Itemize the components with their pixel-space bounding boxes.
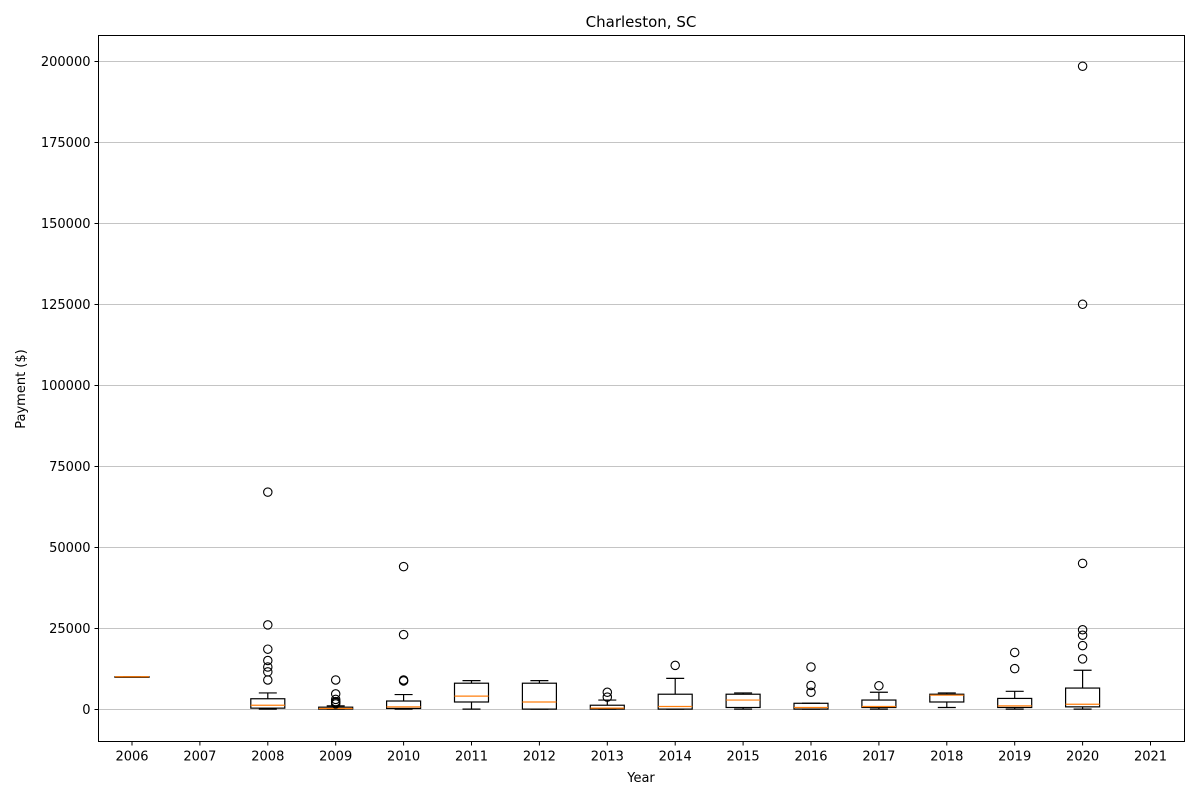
box-2018 [929, 692, 965, 709]
box-2009 [318, 675, 354, 710]
box-2013 [589, 687, 625, 710]
outlier-point [1077, 625, 1088, 635]
iqr-box [250, 698, 286, 709]
outlier-point [263, 655, 273, 666]
x-tick-label: 2007 [183, 750, 216, 765]
outlier-point [330, 699, 341, 709]
outlier-point [263, 644, 273, 654]
x-tick-label: 2009 [319, 750, 352, 765]
outlier-point [398, 561, 409, 572]
outlier-point [263, 487, 273, 497]
outlier-point [670, 660, 680, 671]
outlier-point [263, 675, 273, 685]
box-2016 [793, 662, 829, 710]
box-2010 [386, 561, 422, 710]
y-tick-label: 50000 [49, 541, 90, 556]
iqr-box [861, 699, 897, 709]
iqr-box [453, 682, 490, 703]
box-2019 [997, 647, 1033, 710]
box-2012 [521, 680, 558, 710]
outlier-point [1077, 61, 1088, 72]
outlier-point [806, 662, 816, 672]
y-tick-label: 200000 [41, 55, 91, 70]
iqr-box [997, 697, 1033, 709]
x-tick-label: 2020 [1066, 750, 1099, 765]
y-tick-label: 100000 [41, 379, 91, 394]
x-tick-label: 2015 [727, 750, 760, 765]
box-2020 [1064, 61, 1101, 710]
iqr-box [929, 693, 965, 703]
grid-lines [98, 61, 1185, 710]
box-2017 [861, 681, 897, 710]
x-tick-label: 2017 [862, 750, 895, 765]
outlier-point [398, 676, 409, 686]
x-tick-label: 2019 [998, 750, 1031, 765]
outlier-point [330, 675, 341, 685]
y-tick-label: 0 [82, 703, 90, 718]
iqr-box [589, 704, 625, 710]
y-tick-label: 75000 [49, 460, 90, 475]
x-tick-label: 2013 [591, 750, 624, 765]
outlier-point [1009, 663, 1020, 674]
box-2006 [114, 676, 150, 678]
outlier-point [330, 694, 341, 705]
x-tick-label: 2021 [1134, 750, 1167, 765]
outlier-point [398, 629, 409, 640]
outlier-point [1077, 630, 1088, 641]
iqr-box [521, 682, 558, 710]
outlier-point [1009, 647, 1020, 658]
chart-title: Charleston, SC [586, 13, 697, 31]
iqr-box [386, 700, 422, 710]
x-tick-label: 2012 [523, 750, 556, 765]
outlier-point [263, 662, 273, 672]
outlier-point [602, 687, 613, 698]
outlier-point [602, 692, 613, 702]
y-tick-label: 25000 [49, 622, 90, 637]
y-tick-label: 125000 [41, 298, 91, 313]
iqr-box [725, 693, 761, 709]
box-series [114, 61, 1101, 710]
y-axis-ticks: 0 25000 50000 75000 100000 125000 150000 175000… [41, 55, 99, 718]
outlier-point [806, 680, 816, 691]
box-2011 [453, 680, 490, 710]
box-2015 [725, 692, 761, 710]
outlier-point [1077, 654, 1088, 664]
box-2014 [657, 660, 693, 710]
x-axis-label: Year [626, 771, 655, 786]
x-axis-ticks: 2006 2007 2008 2009 2010 2011 2012 2013 2014 2015… [115, 741, 1167, 765]
iqr-box [793, 702, 829, 710]
outlier-point [874, 681, 884, 691]
iqr-box [657, 693, 693, 710]
outlier-point [263, 620, 273, 630]
outlier-point [1077, 558, 1088, 569]
x-tick-label: 2016 [794, 750, 827, 765]
iqr-box [1064, 687, 1101, 708]
x-tick-label: 2010 [387, 750, 420, 765]
outlier-point [1077, 640, 1088, 651]
y-tick-label: 175000 [41, 136, 91, 151]
y-tick-label: 150000 [41, 217, 91, 232]
x-tick-label: 2018 [930, 750, 963, 765]
x-tick-label: 2006 [115, 750, 148, 765]
x-tick-label: 2011 [455, 750, 488, 765]
x-tick-label: 2008 [251, 750, 284, 765]
outlier-point [1077, 299, 1088, 310]
plot-frame [98, 35, 1185, 742]
box-2008 [250, 487, 286, 710]
outlier-point [806, 687, 816, 698]
y-axis-label: Payment ($) [14, 349, 29, 428]
x-tick-label: 2014 [659, 750, 692, 765]
